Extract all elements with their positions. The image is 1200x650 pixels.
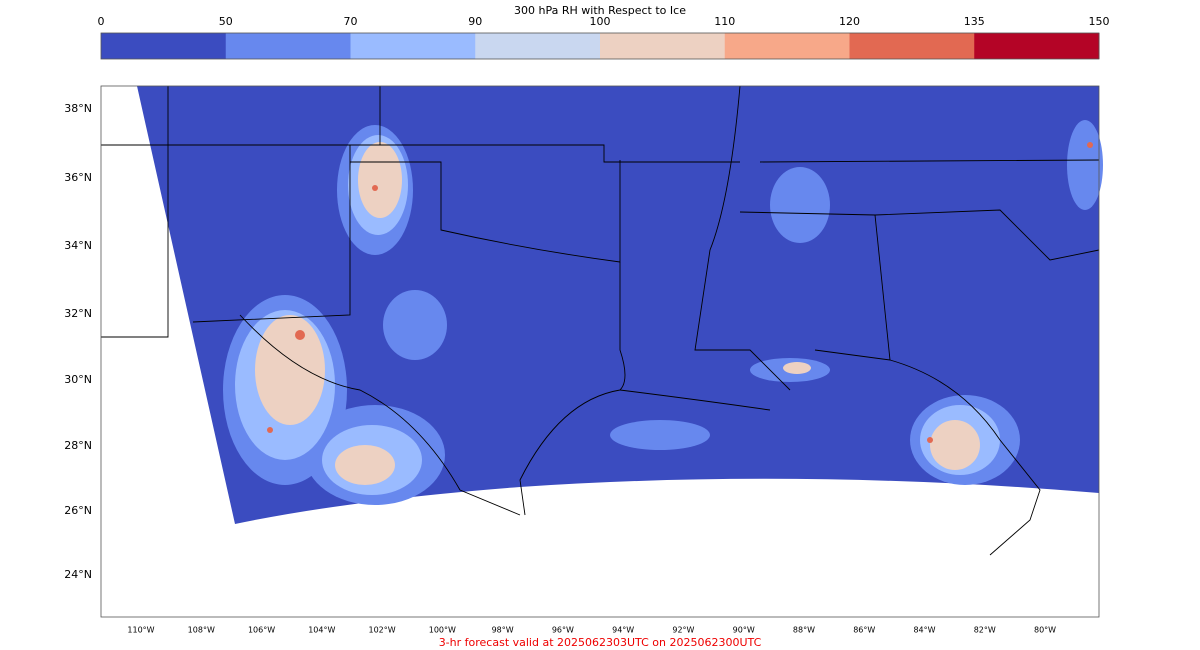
colorbar-level: 90 [468,15,482,28]
longitude-label: 98°W [492,626,514,635]
colorbar-segment [225,33,351,59]
colorbar-segment [849,33,975,59]
longitude-label: 96°W [552,626,574,635]
longitude-label: 104°W [308,626,335,635]
boundaries [101,85,1100,556]
colorbar-segment [724,33,850,59]
latitude-label: 36°N [64,171,92,184]
latitude-label: 30°N [64,373,92,386]
colorbar-level: 120 [839,15,860,28]
colorbar-frame [100,32,1100,60]
colorbar-level: 135 [964,15,985,28]
colorbar-segment [475,33,601,59]
longitude-label: 108°W [188,626,215,635]
colorbar-title: 300 hPa RH with Respect to Ice [514,4,686,17]
longitude-label: 88°W [793,626,815,635]
colorbar [101,33,1100,59]
longitude-label: 106°W [248,626,275,635]
colorbar-segment [101,33,227,59]
longitude-label: 110°W [127,626,154,635]
colorbar-segment [600,33,726,59]
longitude-label: 86°W [853,626,875,635]
latitude-label: 28°N [64,439,92,452]
colorbar-level: 150 [1089,15,1110,28]
colorbar-level: 100 [590,15,611,28]
colorbar-segment [350,33,476,59]
latitude-label: 38°N [64,102,92,115]
colorbar-level: 50 [219,15,233,28]
latitude-label: 32°N [64,307,92,320]
forecast-caption: 3-hr forecast valid at 2025062303UTC on … [439,636,762,649]
latitude-label: 26°N [64,504,92,517]
colorbar-level: 70 [344,15,358,28]
longitude-label: 82°W [974,626,996,635]
longitude-label: 80°W [1034,626,1056,635]
longitude-label: 102°W [368,626,395,635]
colorbar-segment [974,33,1100,59]
longitude-label: 92°W [672,626,694,635]
longitude-label: 100°W [429,626,456,635]
latitude-label: 34°N [64,239,92,252]
longitude-label: 84°W [913,626,935,635]
colorbar-level: 0 [98,15,105,28]
longitude-label: 90°W [733,626,755,635]
colorbar-level: 110 [714,15,735,28]
map-frame [100,85,1100,618]
longitude-label: 94°W [612,626,634,635]
latitude-label: 24°N [64,568,92,581]
map [100,85,1103,618]
